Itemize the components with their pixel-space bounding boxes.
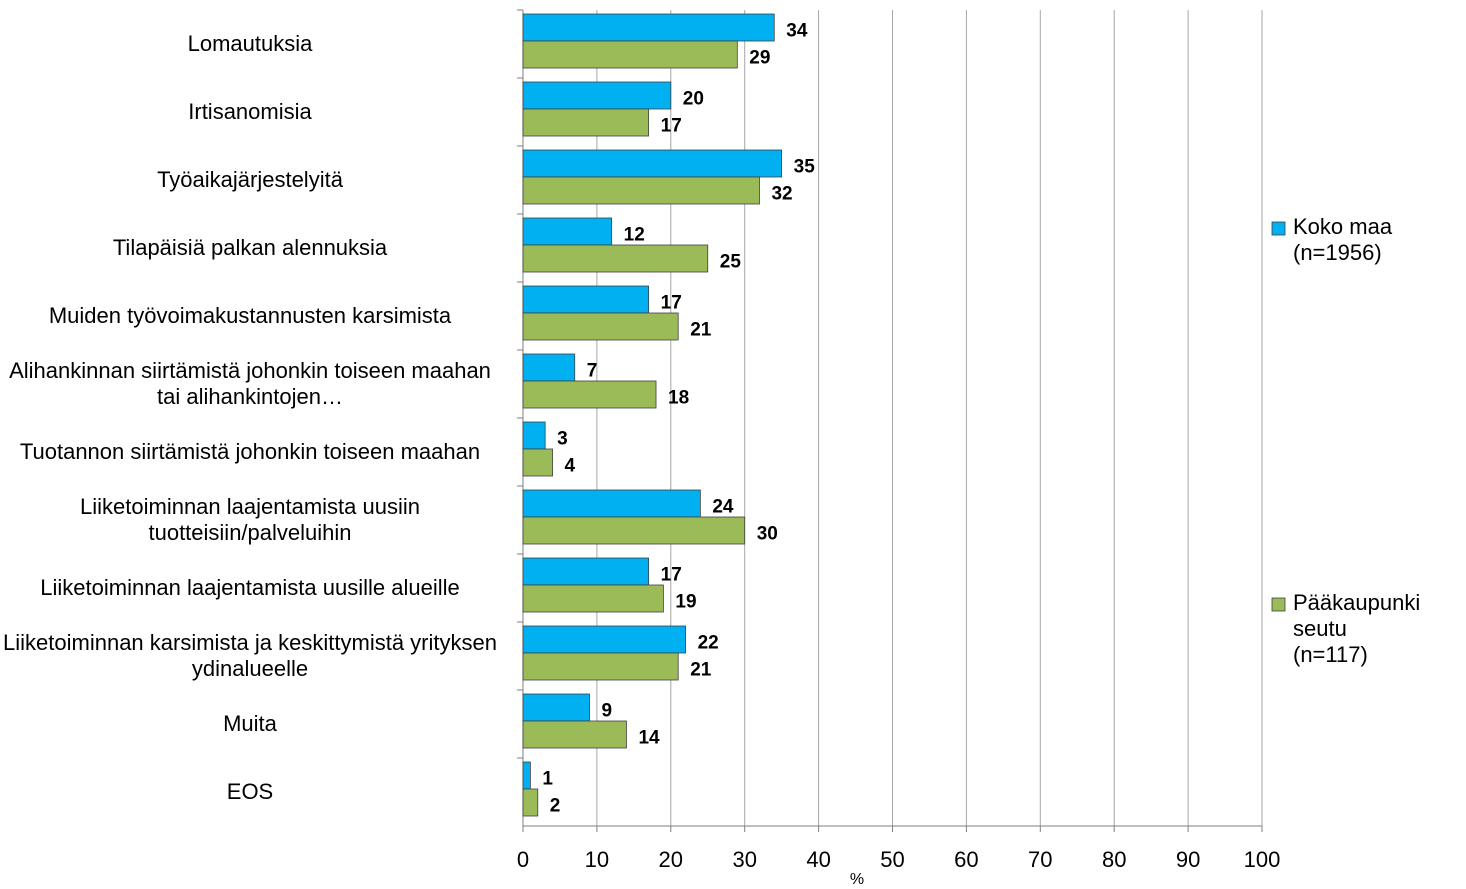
- bar: [522, 108, 650, 137]
- category-label: Työaikajärjestelyitä: [157, 167, 343, 192]
- bar: [522, 693, 590, 722]
- bar: [522, 353, 576, 382]
- x-tick-label: 40: [806, 847, 830, 872]
- data-label: 35: [794, 157, 816, 178]
- data-label: 29: [749, 48, 770, 69]
- bar: [522, 40, 738, 69]
- data-label: 22: [698, 633, 719, 654]
- bar: [522, 652, 679, 681]
- data-label: 30: [757, 524, 778, 545]
- x-tick-label: 80: [1102, 847, 1126, 872]
- bar: [522, 448, 553, 477]
- data-label: 24: [712, 497, 734, 518]
- x-axis-label: %: [850, 871, 864, 888]
- data-label: 18: [668, 388, 689, 409]
- category-label: Tilapäisiä palkan alennuksia: [112, 235, 388, 260]
- bar: [522, 489, 701, 518]
- category-label: EOS: [226, 779, 274, 804]
- legend-swatch: [1271, 597, 1286, 612]
- data-label: 4: [565, 456, 576, 477]
- category-label: Liiketoiminnan karsimista ja keskittymis…: [3, 630, 497, 681]
- bar: [522, 244, 709, 273]
- bar: [522, 217, 613, 246]
- data-label: 12: [624, 225, 645, 246]
- bar: [522, 312, 679, 341]
- data-label: 17: [661, 116, 682, 137]
- x-tick-label: 0: [517, 847, 529, 872]
- data-label: 9: [602, 701, 613, 722]
- x-tick-label: 90: [1176, 847, 1200, 872]
- category-label: Liiketoiminnan laajentamista uusille alu…: [40, 575, 460, 600]
- data-label: 3: [557, 429, 568, 450]
- bar: [522, 584, 664, 613]
- x-tick-label: 50: [880, 847, 904, 872]
- bar: [522, 761, 531, 790]
- bar: [522, 380, 657, 409]
- data-label: 19: [675, 592, 696, 613]
- x-tick-label: 70: [1028, 847, 1052, 872]
- x-tick-label: 20: [659, 847, 683, 872]
- data-label: 20: [683, 89, 704, 110]
- data-label: 7: [587, 361, 598, 382]
- data-label: 21: [690, 320, 712, 341]
- category-label: Alihankinnan siirtämistä johonkin toisee…: [9, 358, 491, 409]
- data-label: 32: [771, 184, 792, 205]
- category-label: Muiden työvoimakustannusten karsimista: [48, 303, 452, 328]
- x-tick-label: 30: [732, 847, 756, 872]
- bar: [522, 557, 650, 586]
- data-label: 1: [542, 769, 553, 790]
- bar: [522, 81, 672, 110]
- data-label: 17: [661, 293, 682, 314]
- category-label: Muita: [223, 711, 277, 736]
- legend-label: Koko maa (n=1956): [1293, 214, 1393, 265]
- bar: [522, 285, 650, 314]
- bar: [522, 720, 627, 749]
- legend-label: Pääkaupunki seutu (n=117): [1293, 590, 1421, 667]
- data-label: 34: [786, 21, 808, 42]
- data-label: 25: [720, 252, 742, 273]
- x-tick-label: 60: [954, 847, 978, 872]
- bar: [522, 788, 539, 817]
- data-label: 2: [550, 796, 561, 817]
- x-tick-label: 100: [1244, 847, 1281, 872]
- bar: [522, 176, 760, 205]
- x-tick-label: 10: [585, 847, 609, 872]
- bar: [522, 13, 775, 42]
- category-label: Liiketoiminnan laajentamista uusiin tuot…: [80, 494, 420, 545]
- bar: [522, 149, 783, 178]
- category-label: Tuotannon siirtämistä johonkin toiseen m…: [19, 439, 481, 464]
- data-label: 14: [638, 728, 660, 749]
- bar: [522, 516, 746, 545]
- category-label: Irtisanomisia: [188, 99, 312, 124]
- legend-swatch: [1271, 221, 1286, 236]
- bar: [522, 421, 546, 450]
- data-label: 21: [690, 660, 712, 681]
- bar: [522, 625, 686, 654]
- data-label: 17: [661, 565, 682, 586]
- category-label: Lomautuksia: [187, 31, 313, 56]
